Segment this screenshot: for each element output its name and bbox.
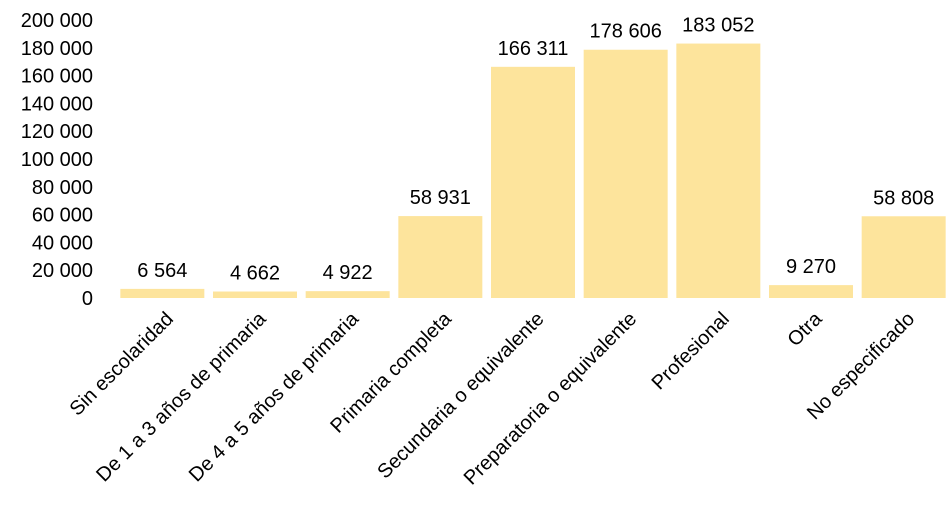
bar bbox=[398, 216, 483, 298]
category-label: Otra bbox=[783, 307, 827, 351]
y-tick-label: 20 000 bbox=[32, 260, 93, 282]
data-labels: 6 564 4 662 4 922 58 931 166 311 178 606 183 0… bbox=[137, 15, 934, 285]
y-tick-label: 140 000 bbox=[21, 93, 93, 115]
bar bbox=[769, 285, 853, 298]
category-label: De 1 a 3 años de primaria bbox=[92, 307, 271, 486]
y-tick-label: 120 000 bbox=[21, 121, 93, 143]
bar-value-label: 183 052 bbox=[682, 15, 754, 37]
bar bbox=[305, 291, 390, 298]
bar-value-label: 4 662 bbox=[230, 263, 280, 285]
bar-value-label: 58 931 bbox=[410, 187, 471, 209]
category-label: Preparatoria o equivalente bbox=[460, 308, 641, 489]
y-tick-label: 40 000 bbox=[32, 232, 93, 254]
category-label: Profesional bbox=[648, 308, 734, 394]
bar bbox=[861, 216, 946, 298]
bar-value-label: 166 311 bbox=[498, 38, 569, 60]
bar-value-label: 4 922 bbox=[323, 262, 373, 284]
y-tick-label: 200 000 bbox=[21, 10, 93, 32]
y-tick-label: 80 000 bbox=[32, 177, 93, 199]
y-tick-label: 100 000 bbox=[21, 149, 93, 171]
category-label: De 4 a 5 años de primaria bbox=[185, 307, 364, 486]
bar bbox=[676, 43, 761, 298]
y-tick-label: 160 000 bbox=[21, 66, 93, 88]
y-axis: 0 20 000 40 000 60 000 80 000 100 000 120 000 1… bbox=[21, 10, 93, 310]
bar-value-label: 9 270 bbox=[786, 256, 836, 278]
bar bbox=[583, 49, 668, 299]
bar-value-label: 178 606 bbox=[590, 21, 662, 43]
y-tick-label: 180 000 bbox=[21, 38, 93, 60]
category-label: Secundaria o equivalente bbox=[373, 308, 548, 483]
bar bbox=[491, 66, 575, 298]
bar-value-label: 58 808 bbox=[873, 187, 934, 209]
bar bbox=[120, 288, 205, 298]
y-tick-label: 0 bbox=[82, 288, 93, 310]
y-tick-label: 60 000 bbox=[32, 205, 93, 227]
bar-value-label: 6 564 bbox=[137, 260, 187, 282]
bars bbox=[120, 43, 946, 299]
bar bbox=[213, 291, 297, 298]
